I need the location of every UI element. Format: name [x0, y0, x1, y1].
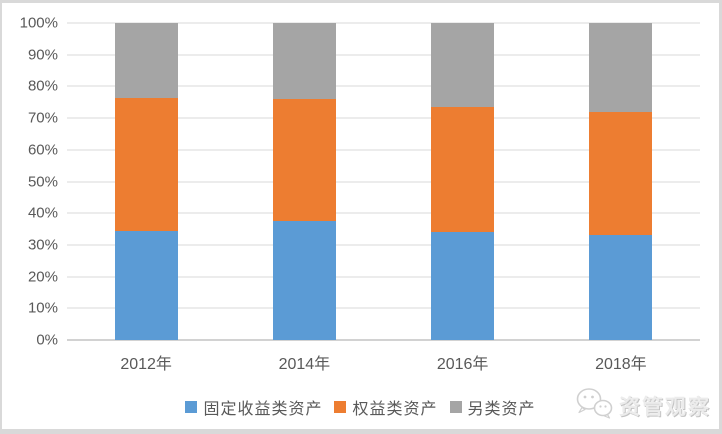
- legend-swatch-alternative: [449, 401, 462, 413]
- y-tick-label-30: 30%: [27, 236, 58, 254]
- gridline-20: [67, 276, 700, 278]
- legend-item-alternative: 另类资产: [449, 395, 536, 419]
- plot-area: [67, 22, 700, 341]
- gridline-10: [67, 307, 700, 309]
- legend-swatch-fixed-income: [185, 401, 198, 413]
- bar-segment-2014年-fixed-income: [272, 221, 336, 340]
- bar-slot-2016年: [384, 23, 542, 340]
- bar-segment-2012年-fixed-income: [114, 230, 178, 340]
- x-axis-label-2012年: 2012年: [120, 356, 172, 373]
- bar-segment-2016年-fixed-income: [431, 232, 495, 340]
- legend-swatch-equity: [334, 401, 347, 413]
- legend-item-equity: 权益类资产: [334, 395, 437, 419]
- y-tick-label-50: 50%: [27, 173, 58, 190]
- gridline-40: [67, 212, 700, 214]
- y-tick-label-80: 80%: [27, 77, 58, 95]
- y-tick-label-20: 20%: [27, 268, 58, 286]
- bar-segment-2018年-equity: [589, 111, 653, 236]
- bar-2012年: [114, 23, 178, 340]
- bar-segment-2014年-equity: [272, 99, 336, 222]
- gridline-50: [67, 181, 700, 182]
- gridline-80: [67, 85, 700, 87]
- legend-label-fixed-income: 固定收益类资产: [203, 401, 323, 418]
- bar-segment-2012年-equity: [114, 97, 178, 231]
- plot-bars: [67, 23, 700, 340]
- gridline-60: [67, 149, 700, 151]
- legend-item-fixed-income: 固定收益类资产: [185, 395, 322, 419]
- wechat-icon: [574, 386, 614, 425]
- bar-2014年: [272, 23, 336, 340]
- x-axis-labels: 2012年 2014年 2016年 2018年: [67, 350, 700, 374]
- legend-label-alternative: 另类资产: [467, 401, 536, 418]
- bar-segment-2016年-alternative: [431, 23, 495, 108]
- y-tick-label-40: 40%: [27, 204, 58, 222]
- bar-slot-2012年: [67, 23, 225, 340]
- gridline-70: [67, 117, 700, 119]
- bar-segment-2016年-equity: [431, 107, 495, 233]
- bar-segment-2018年-fixed-income: [589, 235, 653, 340]
- bar-2018年: [589, 23, 653, 340]
- y-tick-label-10: 10%: [27, 299, 58, 317]
- x-axis-label-2018年: 2018年: [595, 356, 647, 373]
- gridline-90: [67, 54, 700, 56]
- y-tick-label-0: 0%: [36, 331, 58, 349]
- y-tick-label-60: 60%: [27, 141, 58, 159]
- gridline-0: [67, 339, 700, 341]
- bar-segment-2012年-alternative: [114, 23, 178, 98]
- y-tick-label-100: 100%: [19, 14, 58, 32]
- bar-slot-2014年: [225, 23, 383, 340]
- bar-slot-2018年: [542, 23, 700, 340]
- legend-label-equity: 权益类资产: [352, 401, 438, 418]
- bar-segment-2018年-alternative: [589, 23, 653, 112]
- x-axis-label-2014年: 2014年: [278, 356, 331, 373]
- y-axis-labels: 0% 10% 20% 30% 40% 50% 60% 70% 80% 90% 100%: [2, 16, 58, 348]
- watermark: 资管观察: [574, 386, 711, 425]
- y-tick-label-90: 90%: [27, 46, 58, 64]
- bar-2016年: [431, 23, 495, 340]
- watermark-label: 资管观察: [619, 395, 711, 419]
- gridline-30: [67, 244, 700, 246]
- y-tick-label-70: 70%: [27, 109, 58, 127]
- legend: 固定收益类资产 权益类资产 另类资产: [2, 395, 719, 419]
- gridline-100: [67, 22, 700, 24]
- bar-segment-2014年-alternative: [272, 23, 336, 100]
- x-axis-label-2016年: 2016年: [436, 356, 489, 373]
